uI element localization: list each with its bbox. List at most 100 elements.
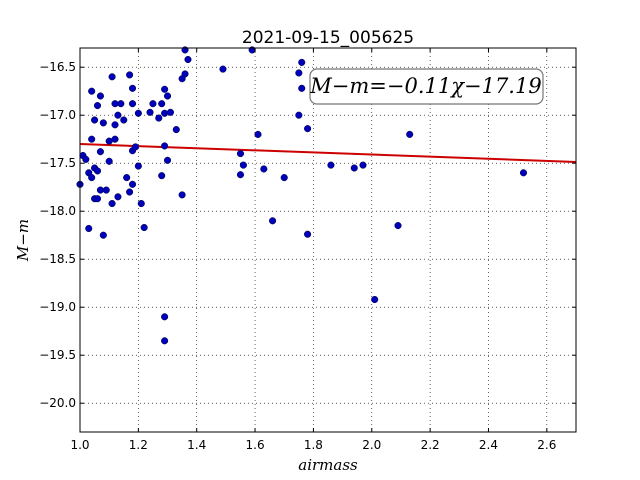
x-tick-label: 1.6: [246, 438, 265, 452]
ticks-y: −16.5 −17.0 −17.5 −18.0 −18.5 −19.0 −19.5 −20.0: [39, 60, 576, 410]
data-point: [298, 58, 306, 66]
x-tick-label: 1.4: [187, 438, 206, 452]
plot-frame: [79, 47, 577, 433]
data-point: [117, 100, 125, 108]
data-point: [269, 217, 277, 225]
data-point: [108, 73, 116, 81]
data-point: [93, 102, 102, 110]
chart-title: 2021-09-15_005625: [242, 28, 414, 48]
data-point: [149, 100, 157, 108]
y-tick-label: −16.5: [39, 60, 76, 74]
data-point: [359, 161, 367, 169]
data-point: [99, 119, 107, 127]
data-point: [295, 69, 303, 77]
data-point: [91, 116, 99, 124]
data-point: [239, 161, 247, 169]
data-point: [163, 92, 172, 100]
points-layer: [76, 46, 528, 345]
data-point: [219, 65, 227, 73]
data-point: [304, 230, 312, 238]
data-point: [108, 199, 116, 208]
data-point: [114, 193, 122, 201]
data-point: [126, 71, 134, 79]
data-point: [161, 313, 169, 321]
data-point: [88, 135, 96, 143]
data-point: [96, 92, 104, 100]
data-point: [134, 109, 142, 117]
data-point: [519, 169, 528, 177]
data-point: [93, 195, 102, 203]
data-point: [158, 100, 166, 108]
fit-equation: M−m=−0.11χ−17.19: [309, 74, 541, 98]
data-point: [123, 174, 131, 182]
data-point: [99, 231, 107, 239]
data-point: [155, 114, 163, 122]
data-point: [298, 84, 306, 92]
data-point: [166, 108, 174, 116]
y-tick-label: −19.0: [39, 300, 76, 314]
data-point: [236, 150, 245, 158]
ticks-x: 1.0 1.2 1.4 1.6 1.8 2.0 2.2 2.4 2.6: [70, 48, 556, 452]
data-point: [184, 55, 192, 64]
data-point: [146, 108, 154, 116]
data-point: [114, 111, 122, 119]
data-point: [350, 164, 358, 172]
data-point: [178, 191, 186, 199]
data-point: [406, 130, 414, 138]
data-point: [161, 109, 169, 117]
data-point: [102, 186, 110, 194]
data-point: [236, 171, 245, 179]
data-point: [88, 174, 96, 182]
data-point: [140, 223, 148, 232]
y-tick-label: −19.5: [39, 348, 76, 362]
y-tick-label: −20.0: [39, 396, 76, 410]
data-point: [131, 143, 139, 151]
data-point: [93, 167, 102, 175]
data-point: [163, 156, 172, 164]
x-axis-label: airmass: [298, 456, 358, 474]
data-point: [260, 165, 268, 173]
annotation-frame: [309, 68, 544, 105]
data-point: [111, 121, 119, 129]
data-point: [128, 100, 137, 108]
plot-area: 1.0 1.2 1.4 1.6 1.8 2.0 2.2 2.4 2.6 −16.5−17.0−1…: [39, 46, 577, 452]
data-point: [128, 180, 137, 188]
data-point: [280, 174, 288, 182]
data-point: [327, 161, 335, 169]
x-tick-label: 2.4: [479, 438, 498, 452]
data-point: [82, 155, 90, 163]
y-tick-label: −18.5: [39, 252, 76, 266]
data-point: [111, 135, 119, 143]
data-point: [120, 116, 128, 124]
x-tick-label: 2.6: [537, 438, 556, 452]
grid-x: [79, 48, 548, 432]
x-tick-label: 1.2: [129, 438, 148, 452]
data-point: [158, 172, 166, 180]
x-tick-label: 2.0: [362, 438, 381, 452]
y-tick-label: −18.0: [39, 204, 76, 218]
data-point: [96, 148, 104, 156]
data-point: [161, 337, 169, 345]
data-point: [394, 222, 402, 230]
x-tick-label: 1.0: [70, 438, 89, 452]
y-tick-label: −17.0: [39, 108, 76, 122]
data-point: [172, 126, 180, 134]
data-point: [85, 224, 93, 233]
data-point: [161, 85, 169, 93]
x-tick-label: 1.8: [304, 438, 323, 452]
data-point: [105, 157, 113, 165]
data-point: [134, 162, 142, 170]
data-point: [128, 84, 137, 92]
data-point: [295, 111, 303, 119]
data-point: [88, 87, 96, 95]
data-point: [371, 295, 379, 304]
data-point: [304, 125, 312, 133]
data-point: [137, 199, 145, 208]
y-tick-label: −17.5: [39, 156, 76, 170]
y-axis-label: M−m: [14, 219, 32, 262]
x-tick-label: 2.2: [421, 438, 440, 452]
data-point: [254, 130, 262, 138]
data-point: [161, 142, 169, 150]
data-point: [181, 70, 189, 78]
